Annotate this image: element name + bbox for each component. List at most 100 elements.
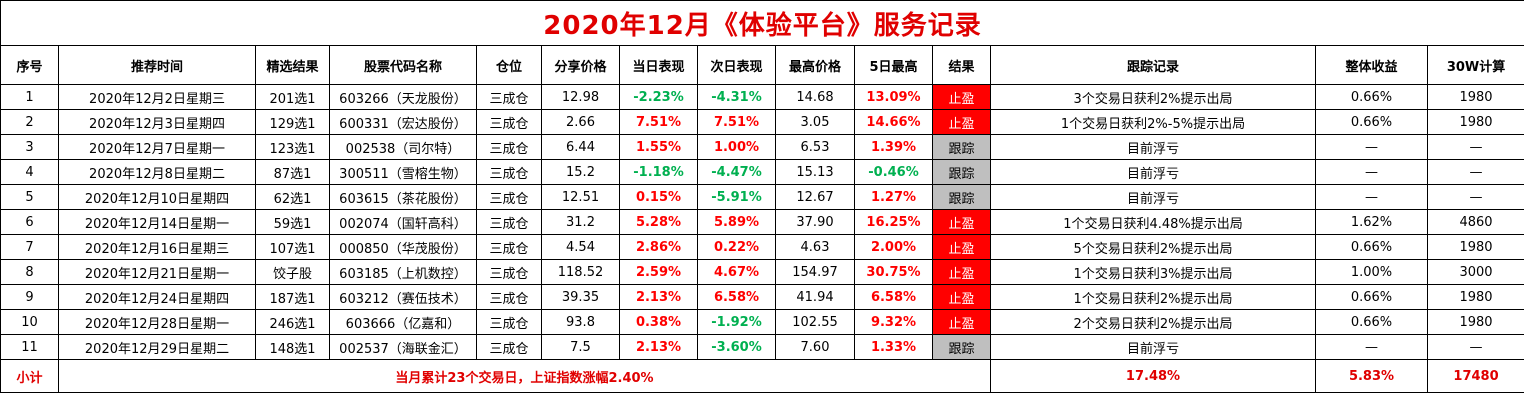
cell-index: 6 xyxy=(0,209,59,235)
cell-position: 三成仓 xyxy=(476,209,542,235)
header-tracking-record: 跟踪记录 xyxy=(990,45,1316,85)
cell-five-day-high: 16.25% xyxy=(854,209,933,235)
cell-stock-code-name: 300511（雪榕生物） xyxy=(329,159,477,185)
cell-highest-price: 41.94 xyxy=(775,284,855,310)
cell-result: 跟踪 xyxy=(932,184,991,210)
cell-selection-result: 87选1 xyxy=(255,159,330,185)
summary-text: 当月累计23个交易日，上证指数涨幅2.40% xyxy=(58,359,991,393)
table-row: 5 2020年12月10日星期四 62选1 603615（茶花股份） 三成仓 12.51 0… xyxy=(0,184,1524,210)
cell-index: 2 xyxy=(0,109,59,135)
cell-position: 三成仓 xyxy=(476,284,542,310)
summary-row: 小计 当月累计23个交易日，上证指数涨幅2.40% 17.48% 5.83% 17480 xyxy=(0,359,1524,393)
cell-index: 1 xyxy=(0,84,59,110)
cell-recommend-time: 2020年12月21日星期一 xyxy=(58,259,256,285)
cell-thirty-w-calc: 4860 xyxy=(1426,209,1524,235)
cell-share-price: 12.98 xyxy=(541,84,620,110)
cell-overall-return: — xyxy=(1315,334,1428,360)
cell-highest-price: 14.68 xyxy=(775,84,855,110)
cell-stock-code-name: 002074（国轩高科） xyxy=(329,209,477,235)
cell-day-performance: -1.18% xyxy=(619,159,698,185)
summary-total-30w: 17480 xyxy=(1426,359,1524,393)
cell-thirty-w-calc: — xyxy=(1426,159,1524,185)
cell-position: 三成仓 xyxy=(476,309,542,335)
cell-selection-result: 107选1 xyxy=(255,234,330,260)
cell-highest-price: 4.63 xyxy=(775,234,855,260)
cell-overall-return: — xyxy=(1315,159,1428,185)
cell-tracking-record: 2个交易日获利2%提示出局 xyxy=(990,309,1316,335)
page-title: 2020年12月《体验平台》服务记录 xyxy=(0,0,1524,46)
cell-day-performance: 7.51% xyxy=(619,109,698,135)
cell-selection-result: 饺子股 xyxy=(255,259,330,285)
cell-recommend-time: 2020年12月2日星期三 xyxy=(58,84,256,110)
header-share-price: 分享价格 xyxy=(541,45,620,85)
cell-share-price: 15.2 xyxy=(541,159,620,185)
table-row: 10 2020年12月28日星期一 246选1 603666（亿嘉和） 三成仓 93.8 0… xyxy=(0,309,1524,335)
cell-index: 7 xyxy=(0,234,59,260)
cell-stock-code-name: 002538（司尔特） xyxy=(329,134,477,160)
cell-share-price: 12.51 xyxy=(541,184,620,210)
cell-next-day-performance: 4.67% xyxy=(697,259,776,285)
cell-stock-code-name: 002537（海联金汇） xyxy=(329,334,477,360)
cell-thirty-w-calc: 1980 xyxy=(1426,84,1524,110)
cell-share-price: 4.54 xyxy=(541,234,620,260)
header-overall-return: 整体收益 xyxy=(1315,45,1428,85)
cell-overall-return: 0.66% xyxy=(1315,284,1428,310)
cell-tracking-record: 3个交易日获利2%提示出局 xyxy=(990,84,1316,110)
table-row: 1 2020年12月2日星期三 201选1 603266（天龙股份） 三成仓 12.98-… xyxy=(0,84,1524,110)
cell-highest-price: 6.53 xyxy=(775,134,855,160)
cell-day-performance: 2.86% xyxy=(619,234,698,260)
cell-position: 三成仓 xyxy=(476,159,542,185)
cell-five-day-high: 1.33% xyxy=(854,334,933,360)
cell-stock-code-name: 600331（宏达股份） xyxy=(329,109,477,135)
cell-result: 止盈 xyxy=(932,259,991,285)
service-record-table: 2020年12月《体验平台》服务记录 序号 推荐时间 精选结果 股票代码名称 仓位 分享价… xyxy=(0,0,1524,393)
cell-thirty-w-calc: 1980 xyxy=(1426,234,1524,260)
header-stock-code-name: 股票代码名称 xyxy=(329,45,477,85)
cell-stock-code-name: 603615（茶花股份） xyxy=(329,184,477,210)
cell-index: 9 xyxy=(0,284,59,310)
cell-overall-return: 1.62% xyxy=(1315,209,1428,235)
cell-position: 三成仓 xyxy=(476,334,542,360)
cell-overall-return: 1.00% xyxy=(1315,259,1428,285)
cell-five-day-high: 30.75% xyxy=(854,259,933,285)
cell-overall-return: 0.66% xyxy=(1315,234,1428,260)
cell-tracking-record: 1个交易日获利2%提示出局 xyxy=(990,284,1316,310)
cell-index: 4 xyxy=(0,159,59,185)
cell-share-price: 93.8 xyxy=(541,309,620,335)
cell-tracking-record: 目前浮亏 xyxy=(990,334,1316,360)
cell-thirty-w-calc: 1980 xyxy=(1426,309,1524,335)
cell-position: 三成仓 xyxy=(476,84,542,110)
cell-selection-result: 187选1 xyxy=(255,284,330,310)
cell-overall-return: — xyxy=(1315,134,1428,160)
cell-five-day-high: 1.39% xyxy=(854,134,933,160)
cell-recommend-time: 2020年12月29日星期二 xyxy=(58,334,256,360)
cell-day-performance: 2.59% xyxy=(619,259,698,285)
cell-next-day-performance: -4.47% xyxy=(697,159,776,185)
header-highest-price: 最高价格 xyxy=(775,45,855,85)
cell-next-day-performance: -4.31% xyxy=(697,84,776,110)
summary-label: 小计 xyxy=(0,359,59,393)
cell-tracking-record: 目前浮亏 xyxy=(990,134,1316,160)
cell-recommend-time: 2020年12月28日星期一 xyxy=(58,309,256,335)
cell-overall-return: 0.66% xyxy=(1315,109,1428,135)
cell-day-performance: 0.38% xyxy=(619,309,698,335)
cell-tracking-record: 1个交易日获利2%-5%提示出局 xyxy=(990,109,1316,135)
cell-next-day-performance: -3.60% xyxy=(697,334,776,360)
summary-total-return: 5.83% xyxy=(1315,359,1428,393)
cell-thirty-w-calc: 3000 xyxy=(1426,259,1524,285)
cell-highest-price: 102.55 xyxy=(775,309,855,335)
table-row: 7 2020年12月16日星期三 107选1 000850（华茂股份） 三成仓 4.54 2… xyxy=(0,234,1524,260)
cell-selection-result: 201选1 xyxy=(255,84,330,110)
cell-day-performance: 2.13% xyxy=(619,334,698,360)
cell-result: 跟踪 xyxy=(932,159,991,185)
cell-index: 3 xyxy=(0,134,59,160)
cell-tracking-record: 5个交易日获利2%提示出局 xyxy=(990,234,1316,260)
cell-selection-result: 148选1 xyxy=(255,334,330,360)
cell-share-price: 39.35 xyxy=(541,284,620,310)
cell-result: 止盈 xyxy=(932,109,991,135)
cell-next-day-performance: 7.51% xyxy=(697,109,776,135)
cell-next-day-performance: -5.91% xyxy=(697,184,776,210)
cell-highest-price: 7.60 xyxy=(775,334,855,360)
summary-total-five-day: 17.48% xyxy=(990,359,1316,393)
cell-day-performance: 2.13% xyxy=(619,284,698,310)
